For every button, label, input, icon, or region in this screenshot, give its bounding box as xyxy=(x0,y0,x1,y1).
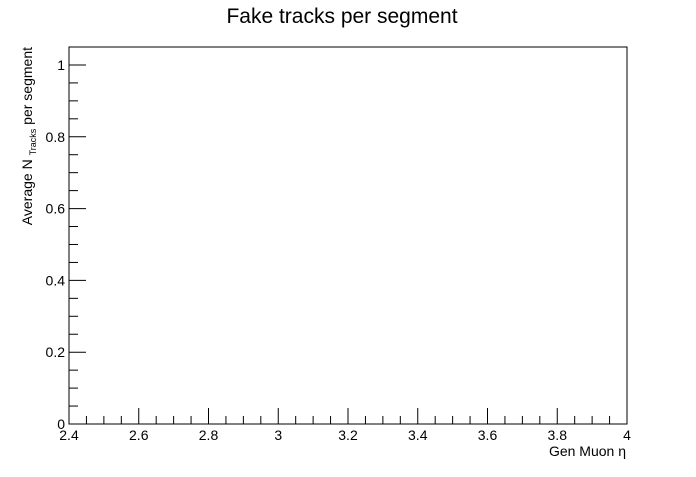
y-axis-title: Average N Tracks per segment xyxy=(19,47,39,225)
x-tick-label: 3 xyxy=(274,427,282,443)
chart-title: Fake tracks per segment xyxy=(226,5,457,28)
x-axis-title: Gen Muon η xyxy=(549,443,626,459)
y-axis-ticks xyxy=(69,46,86,425)
x-tick-label: 2.6 xyxy=(129,427,149,443)
x-tick-label: 3.8 xyxy=(548,427,568,443)
y-axis-title-suffix: per segment xyxy=(19,47,35,125)
y-tick-label: 0.8 xyxy=(46,129,66,145)
x-tick-label: 2.8 xyxy=(199,427,219,443)
y-tick-label: 1 xyxy=(57,57,65,73)
x-tick-label: 3.4 xyxy=(408,427,428,443)
y-axis-title-subscript: Tracks xyxy=(28,128,38,155)
y-tick-label: 0 xyxy=(57,416,65,432)
y-tick-label: 0.4 xyxy=(46,272,66,288)
y-tick-label: 0.2 xyxy=(46,344,66,360)
x-tick-label: 4 xyxy=(623,427,631,443)
x-axis-ticks xyxy=(68,408,628,424)
y-axis-tick-labels: 0 0.2 0.4 0.6 0.8 1 xyxy=(46,57,66,432)
y-axis-title-prefix: Average N xyxy=(19,159,35,225)
x-tick-label: 3.6 xyxy=(478,427,498,443)
y-tick-label: 0.6 xyxy=(46,201,66,217)
x-axis-tick-labels: 2.4 2.6 2.8 3 3.2 3.4 3.6 3.8 4 xyxy=(59,427,631,443)
x-tick-label: 2.4 xyxy=(59,427,79,443)
plot-frame xyxy=(68,46,628,425)
x-tick-label: 3.2 xyxy=(338,427,358,443)
